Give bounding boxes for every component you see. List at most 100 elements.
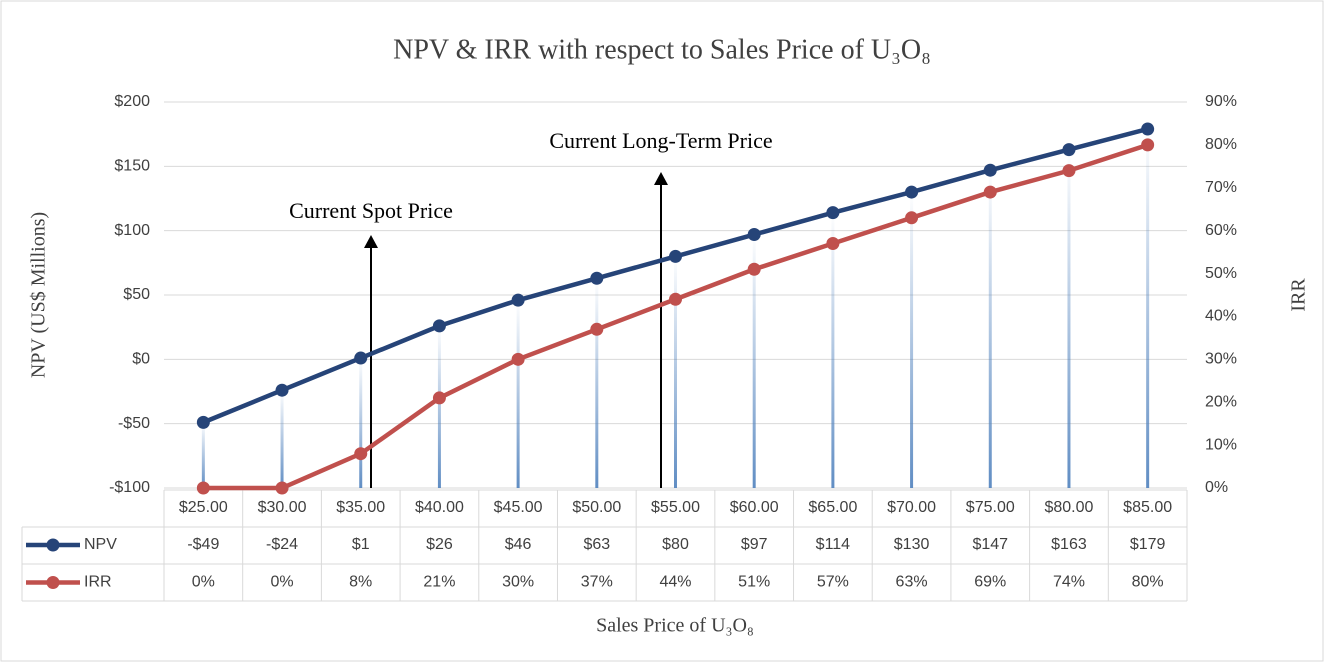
point: [432, 319, 446, 333]
legend-marker: [46, 576, 60, 589]
y-tick-label: -$100: [109, 479, 150, 496]
point: [983, 163, 997, 177]
y2-tick-label: 20%: [1205, 393, 1237, 410]
point: [354, 447, 368, 461]
point: [590, 271, 604, 285]
point: [196, 415, 210, 429]
table-value: 0%: [270, 574, 293, 591]
x-tick-label: $40.00: [415, 499, 464, 516]
table-value: 21%: [423, 574, 455, 591]
point: [826, 237, 840, 251]
y2-tick-label: 0%: [1205, 479, 1228, 496]
arrow-head: [654, 172, 668, 185]
table-value: 57%: [817, 574, 849, 591]
drop-line: [280, 390, 284, 488]
drop-line: [359, 358, 363, 488]
annotation: Current Spot Price: [289, 198, 453, 223]
table-value: 8%: [349, 574, 372, 591]
drop-line: [674, 256, 677, 488]
point: [511, 293, 525, 307]
x-tick-label: $60.00: [730, 499, 779, 516]
y2-tick-label: 70%: [1205, 179, 1237, 196]
point: [1141, 138, 1155, 152]
y2-axis-title: IRR: [1288, 278, 1310, 312]
x-tick-label: $35.00: [336, 499, 385, 516]
chart-title: NPV & IRR with respect to Sales Price of…: [393, 34, 931, 65]
x-axis-title: Sales Price of U₃O₈: [596, 615, 754, 637]
drop-line: [595, 278, 599, 488]
point: [669, 292, 682, 306]
table-value: $46: [505, 536, 532, 553]
y-tick-label: $50: [123, 286, 150, 303]
y-tick-label: $0: [132, 351, 150, 368]
table-value: -$24: [266, 536, 298, 553]
x-tick-label: $65.00: [808, 499, 857, 516]
y2-tick-label: 60%: [1205, 222, 1237, 239]
point: [511, 352, 525, 366]
table-value: $163: [1051, 536, 1087, 553]
y2-tick-label: 30%: [1205, 351, 1237, 368]
y2-tick-label: 50%: [1205, 265, 1237, 282]
drop-line: [201, 422, 205, 488]
table-value: $114: [816, 536, 851, 553]
point: [747, 228, 761, 242]
table-value: $179: [1130, 536, 1166, 553]
point: [826, 206, 840, 220]
point: [354, 351, 368, 365]
x-tick-label: $85.00: [1123, 499, 1172, 516]
table-value: $80: [662, 536, 689, 553]
point: [275, 383, 289, 397]
point: [275, 481, 289, 495]
drop-line: [988, 170, 992, 488]
x-tick-label: $30.00: [258, 499, 307, 516]
table-value: 74%: [1053, 574, 1085, 591]
legend-label: NPV: [84, 536, 117, 553]
point: [432, 391, 446, 405]
table-value: 37%: [581, 574, 613, 591]
point: [747, 262, 761, 276]
y2-tick-label: 10%: [1205, 436, 1237, 453]
point: [590, 322, 604, 336]
table-value: 80%: [1132, 574, 1164, 591]
table-value: 44%: [659, 574, 691, 591]
y-axis-title: NPV (US$ Millions): [28, 212, 50, 378]
x-tick-label: $75.00: [966, 499, 1015, 516]
drop-line: [1146, 129, 1150, 488]
point: [905, 185, 919, 199]
x-tick-label: $70.00: [887, 499, 936, 516]
point: [983, 185, 997, 199]
x-tick-label: $55.00: [651, 499, 700, 516]
y2-tick-label: 40%: [1205, 308, 1237, 325]
legend-label: IRR: [84, 574, 112, 591]
y-tick-label: $150: [114, 158, 150, 175]
table-value: $147: [972, 536, 1008, 553]
table-value: $130: [894, 536, 930, 553]
arrow-head: [364, 235, 378, 248]
x-tick-label: $50.00: [572, 499, 621, 516]
table-value: 0%: [192, 574, 215, 591]
x-tick-label: $45.00: [494, 499, 543, 516]
drop-line: [1067, 149, 1071, 488]
annotation: Current Long-Term Price: [549, 128, 772, 153]
point: [196, 481, 210, 495]
y2-tick-label: 80%: [1205, 136, 1237, 153]
drop-line: [831, 212, 835, 489]
drop-line: [910, 192, 914, 489]
point: [1141, 122, 1155, 136]
y-tick-label: -$50: [118, 415, 150, 432]
legend-marker: [46, 538, 60, 552]
point: [1062, 143, 1076, 157]
table-value: 63%: [896, 574, 928, 591]
y-tick-label: $100: [114, 222, 150, 239]
x-tick-label: $80.00: [1044, 499, 1093, 516]
table-value: 51%: [738, 574, 770, 591]
table-value: 69%: [974, 574, 1006, 591]
drop-line: [752, 234, 756, 488]
table-value: $1: [352, 536, 370, 553]
point: [669, 249, 682, 263]
table-value: 30%: [502, 574, 534, 591]
point: [1062, 164, 1076, 178]
table-value: $26: [426, 536, 453, 553]
table-value: $63: [583, 536, 610, 553]
